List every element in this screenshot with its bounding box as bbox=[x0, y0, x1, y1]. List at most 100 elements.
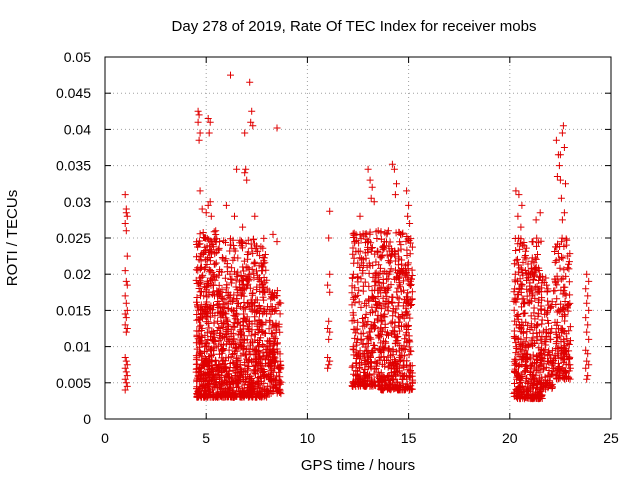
data-point bbox=[220, 320, 228, 327]
data-point bbox=[273, 238, 281, 246]
data-point bbox=[366, 362, 374, 370]
data-point bbox=[552, 257, 560, 265]
data-point bbox=[520, 368, 528, 376]
data-point bbox=[558, 234, 566, 242]
data-point bbox=[407, 275, 415, 283]
data-point bbox=[215, 291, 223, 299]
data-point bbox=[527, 367, 535, 375]
data-point bbox=[555, 162, 563, 170]
data-point bbox=[231, 212, 238, 220]
data-point bbox=[230, 254, 238, 262]
y-tick-label: 0.05 bbox=[64, 49, 91, 65]
data-point bbox=[121, 354, 129, 361]
data-point bbox=[230, 291, 238, 299]
data-point bbox=[540, 347, 548, 355]
data-point bbox=[215, 244, 223, 252]
data-point bbox=[366, 228, 374, 236]
data-point bbox=[362, 230, 370, 238]
data-point bbox=[246, 374, 254, 382]
data-point bbox=[552, 136, 560, 144]
data-point bbox=[554, 250, 562, 257]
data-point bbox=[194, 118, 202, 126]
data-point bbox=[408, 362, 416, 370]
data-point bbox=[378, 317, 386, 324]
data-point bbox=[383, 285, 391, 292]
data-point bbox=[244, 323, 252, 331]
data-point bbox=[206, 248, 214, 256]
data-point bbox=[558, 129, 566, 137]
data-point bbox=[408, 372, 416, 380]
data-point bbox=[201, 348, 208, 356]
data-point bbox=[273, 323, 281, 331]
data-point bbox=[539, 385, 547, 393]
data-point bbox=[511, 317, 519, 325]
data-point bbox=[375, 261, 383, 269]
data-point bbox=[395, 364, 403, 372]
data-point bbox=[585, 306, 593, 314]
data-point bbox=[217, 313, 225, 321]
data-point bbox=[512, 187, 520, 195]
data-point bbox=[391, 249, 399, 257]
data-point bbox=[218, 381, 226, 389]
data-point bbox=[514, 335, 522, 343]
data-point bbox=[326, 357, 334, 365]
data-point bbox=[364, 370, 371, 378]
data-point bbox=[400, 277, 407, 285]
data-point bbox=[218, 286, 226, 294]
data-point bbox=[123, 306, 131, 314]
data-point bbox=[393, 180, 400, 188]
data-point bbox=[555, 255, 563, 263]
data-point bbox=[538, 273, 546, 281]
data-point bbox=[197, 378, 205, 385]
chart-title: Day 278 of 2019, Rate Of TEC Index for r… bbox=[172, 18, 537, 35]
data-point bbox=[373, 362, 381, 370]
data-point bbox=[270, 346, 278, 354]
data-point bbox=[202, 286, 210, 294]
data-point bbox=[379, 269, 387, 277]
data-point bbox=[380, 373, 388, 381]
data-point bbox=[122, 209, 130, 217]
data-point bbox=[557, 300, 565, 308]
data-point bbox=[225, 386, 233, 394]
data-point bbox=[535, 394, 542, 402]
data-point bbox=[267, 362, 274, 370]
data-point bbox=[208, 337, 216, 344]
data-point bbox=[224, 381, 232, 389]
data-point bbox=[359, 269, 367, 277]
data-point bbox=[364, 339, 372, 347]
data-point bbox=[368, 244, 376, 251]
data-point bbox=[223, 340, 231, 348]
data-point bbox=[370, 295, 378, 303]
data-point bbox=[244, 264, 252, 272]
data-point bbox=[226, 360, 234, 367]
data-point bbox=[239, 378, 247, 385]
data-point bbox=[356, 347, 364, 355]
data-point bbox=[256, 326, 263, 334]
data-point bbox=[368, 303, 376, 311]
data-point bbox=[404, 259, 412, 267]
data-point bbox=[231, 323, 239, 331]
data-point bbox=[560, 144, 568, 151]
data-point bbox=[555, 344, 563, 352]
data-point bbox=[384, 275, 392, 283]
data-point bbox=[584, 292, 592, 300]
data-point bbox=[247, 118, 255, 126]
data-point bbox=[250, 274, 258, 282]
data-point bbox=[515, 375, 523, 383]
data-point bbox=[375, 279, 383, 287]
data-point bbox=[543, 288, 551, 296]
data-point bbox=[407, 282, 414, 289]
data-point bbox=[557, 275, 565, 283]
data-point bbox=[547, 381, 555, 389]
data-point bbox=[373, 301, 381, 309]
data-point bbox=[122, 379, 130, 387]
data-point bbox=[556, 374, 564, 382]
data-point bbox=[380, 244, 387, 252]
data-point bbox=[399, 361, 407, 369]
data-point bbox=[540, 360, 548, 368]
data-point bbox=[357, 235, 365, 243]
data-point bbox=[521, 338, 529, 346]
data-point bbox=[565, 260, 572, 268]
data-point bbox=[207, 302, 215, 310]
data-point bbox=[348, 274, 356, 282]
